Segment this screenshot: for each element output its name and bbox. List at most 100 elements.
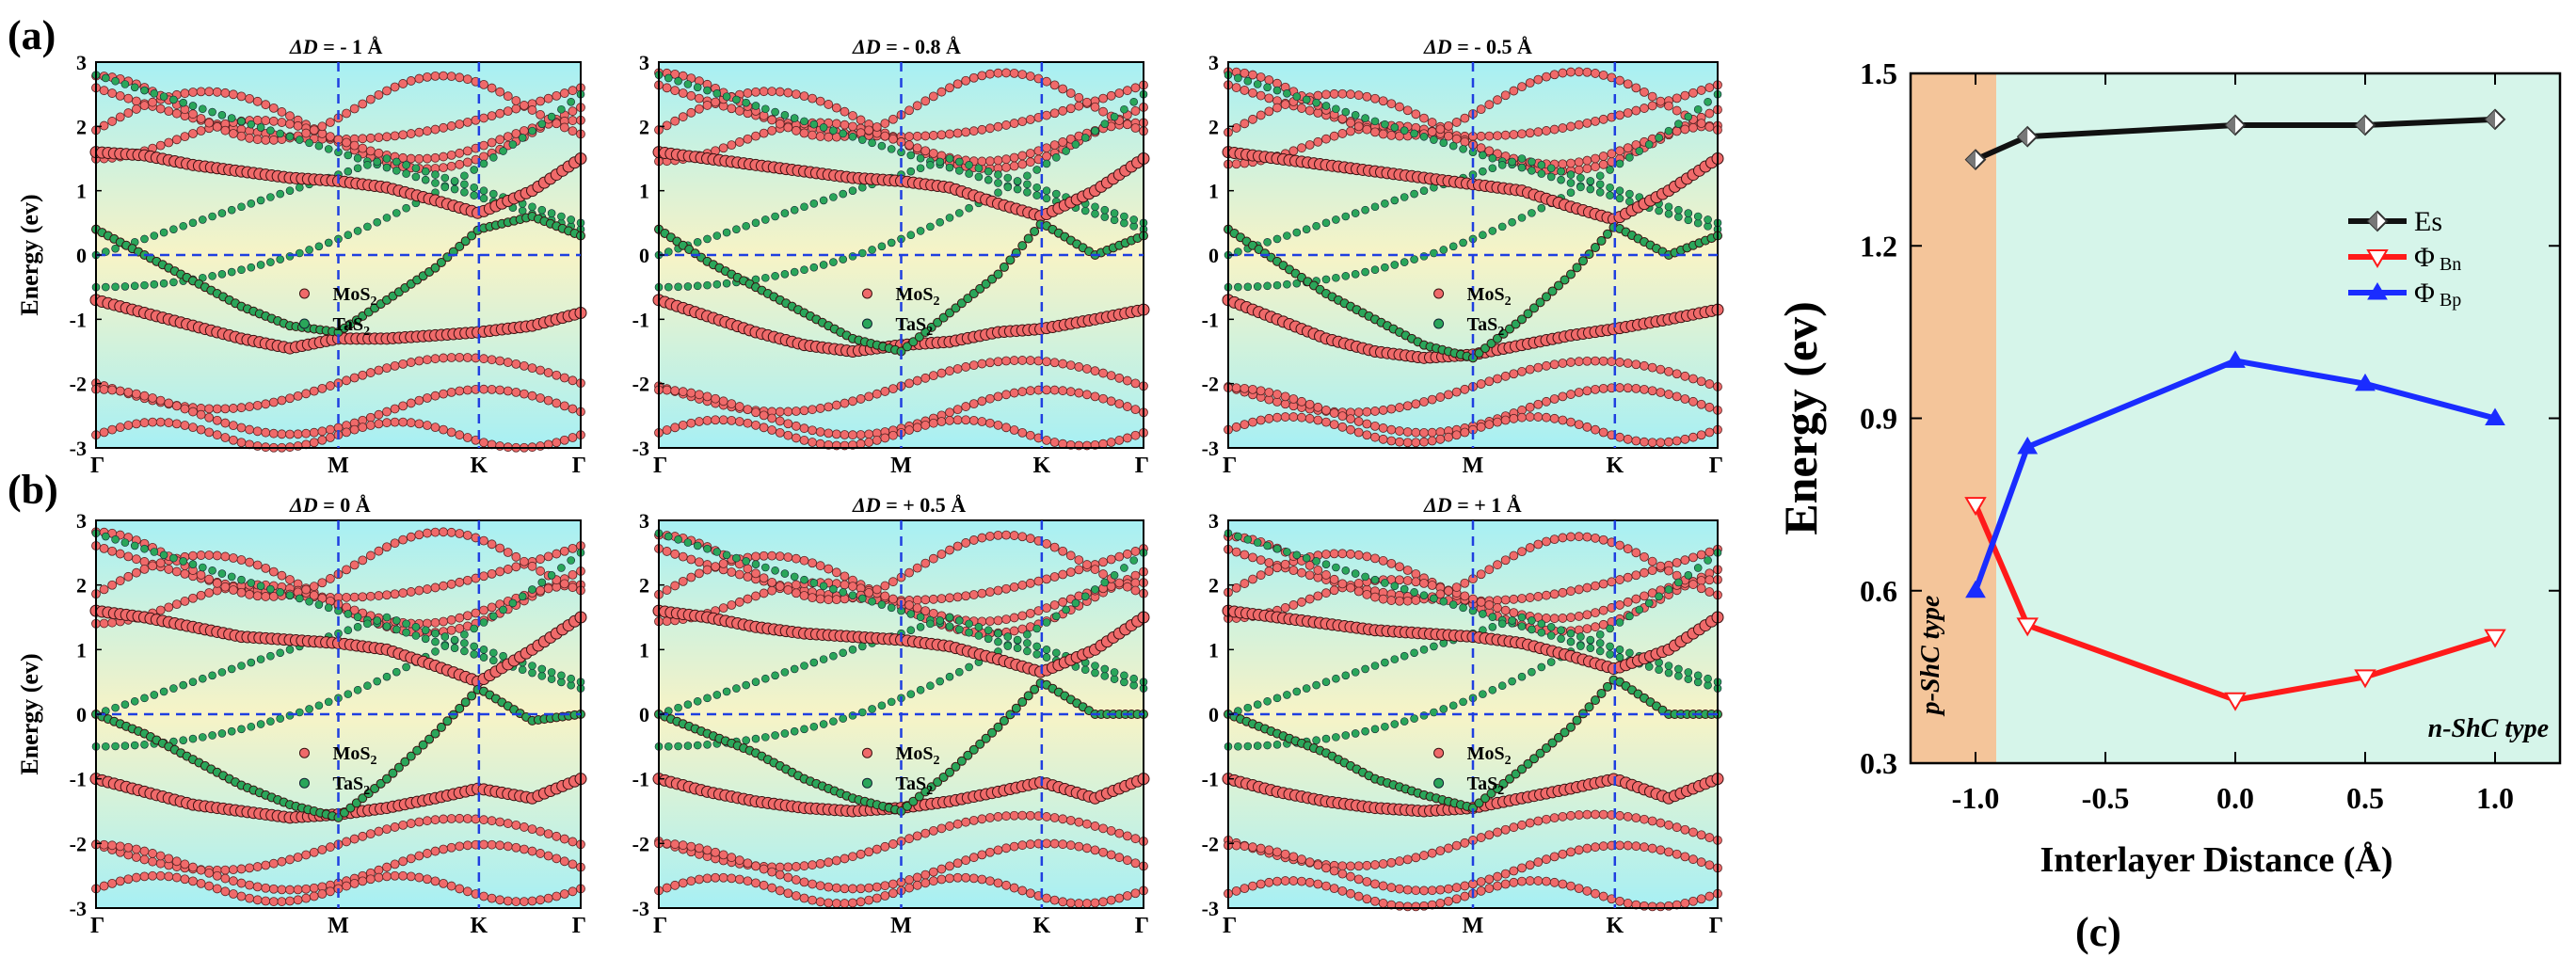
mos2-band-point xyxy=(414,817,424,827)
mos2-band-point xyxy=(1680,90,1690,101)
tas2-band-point xyxy=(1042,646,1051,654)
mos2-band-point xyxy=(1264,388,1274,397)
mos2-band-point xyxy=(277,897,287,906)
mos2-band-point xyxy=(1493,374,1502,384)
mos2-band-point xyxy=(792,89,801,99)
mos2-band-point xyxy=(188,109,198,120)
mos2-band-point xyxy=(414,530,424,540)
tas2-band-point xyxy=(674,76,682,86)
tas2-band-point xyxy=(188,560,198,568)
mos2-band-point xyxy=(904,883,914,893)
tas2-band-point xyxy=(373,616,382,625)
mos2-band-point xyxy=(342,427,351,438)
mos2-band-point xyxy=(1598,891,1608,901)
mos2-band-point xyxy=(1549,589,1560,599)
mos2-band-point xyxy=(1647,843,1657,853)
mos2-band-point xyxy=(1444,843,1453,853)
mos2-band-point xyxy=(342,137,351,148)
mos2-band-point xyxy=(1130,83,1141,93)
mos2-band-point xyxy=(495,566,505,577)
mos2-band-point xyxy=(1353,427,1364,438)
mos2-band-point xyxy=(856,439,866,449)
mos2-band-point xyxy=(1025,430,1035,440)
tas2-band-point xyxy=(1537,619,1546,629)
mos2-band-point xyxy=(1009,161,1019,171)
mos2-band-point xyxy=(1656,364,1666,375)
mos2-band-point xyxy=(1444,884,1453,894)
mos2-band-point xyxy=(503,841,513,852)
mos2-band-point xyxy=(856,849,866,859)
mos2-band-point xyxy=(164,853,174,864)
mos2-band-point xyxy=(277,118,287,127)
mos2-band-point xyxy=(880,581,890,591)
mos2-band-point xyxy=(928,91,938,102)
mos2-band-point xyxy=(446,353,456,362)
y-tick-label: 2 xyxy=(639,574,649,598)
tas2-band-point xyxy=(790,664,799,674)
tas2-band-point xyxy=(528,668,536,678)
mos2-band-point xyxy=(277,429,287,439)
mos2-band-point xyxy=(695,390,704,400)
mos2-band-point xyxy=(1321,89,1331,100)
mos2-band-point xyxy=(1240,68,1250,78)
tas2-band-point xyxy=(1120,218,1128,228)
mos2-band-point xyxy=(1533,127,1544,137)
mos2-band-point xyxy=(559,373,569,383)
mos2-band-point xyxy=(888,134,898,144)
mos2-band-point xyxy=(212,87,222,97)
tas2-band-point xyxy=(373,217,382,227)
tas2-band-point xyxy=(421,634,430,644)
mos2-band-point xyxy=(848,582,857,592)
mos2-band-point xyxy=(455,529,465,538)
tas2-band-point xyxy=(790,726,799,736)
mos2-band-point xyxy=(1378,899,1388,908)
tas2-band-point xyxy=(1517,214,1527,222)
tas2-data-point xyxy=(1030,226,1040,236)
mos2-band-point xyxy=(1566,158,1576,168)
tas2-band-point xyxy=(1390,123,1400,132)
mos2-band-point xyxy=(1623,544,1633,554)
mos2-band-point xyxy=(220,551,231,562)
mos2-band-point xyxy=(1009,152,1019,163)
tas2-band-point xyxy=(1400,193,1409,201)
mos2-band-point xyxy=(734,569,744,580)
mos2-band-point xyxy=(1696,857,1706,868)
kpoint-label: Γ xyxy=(1223,454,1237,478)
mos2-band-point xyxy=(727,415,737,425)
tas2-band-point xyxy=(159,279,168,288)
mos2-band-point xyxy=(1090,391,1100,402)
mos2-band-point xyxy=(1288,852,1299,862)
mos2-band-point xyxy=(767,87,777,96)
mos2-band-point xyxy=(945,407,954,418)
tas2-band-point xyxy=(839,648,848,658)
mos2-band-point xyxy=(678,420,688,430)
mos2-band-point xyxy=(1042,893,1051,903)
tas2-band-point xyxy=(256,196,265,205)
mos2-band-point xyxy=(961,402,971,411)
mos2-band-point xyxy=(1696,399,1706,409)
tas2-band-point xyxy=(363,161,372,169)
mos2-band-point xyxy=(1688,374,1698,384)
tas2-band-point xyxy=(1234,282,1242,292)
mos2-band-point xyxy=(115,112,125,122)
tas2-band-point xyxy=(382,672,392,681)
mos2-band-point xyxy=(1248,842,1257,853)
legend-marker-mos2 xyxy=(298,288,310,299)
mos2-band-point xyxy=(1640,551,1649,562)
kpoint-label: M xyxy=(328,454,349,478)
mos2-band-point xyxy=(1460,136,1470,147)
mos2-band-point xyxy=(462,74,472,85)
mos2-band-point xyxy=(928,418,938,428)
mos2-band-point xyxy=(1647,362,1657,373)
tas2-band-point xyxy=(819,123,828,132)
mos2-band-point xyxy=(1074,817,1084,827)
tas2-band-point xyxy=(1120,104,1128,114)
tas2-band-point xyxy=(1508,217,1516,227)
tas2-band-point xyxy=(276,255,285,263)
mos2-band-point xyxy=(139,871,150,882)
mos2-band-point xyxy=(1321,417,1331,427)
tas2-band-point xyxy=(1430,594,1438,603)
mos2-band-point xyxy=(390,538,400,549)
mos2-band-point xyxy=(1598,579,1608,589)
mos2-band-point xyxy=(831,567,841,578)
